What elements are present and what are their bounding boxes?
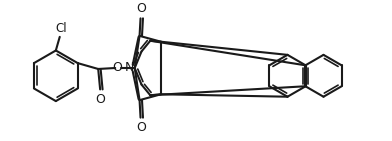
Text: O: O (96, 93, 105, 106)
Text: Cl: Cl (55, 22, 67, 35)
Text: O: O (113, 61, 123, 74)
Text: N: N (125, 61, 134, 74)
Text: O: O (136, 121, 146, 134)
Text: O: O (136, 2, 146, 16)
